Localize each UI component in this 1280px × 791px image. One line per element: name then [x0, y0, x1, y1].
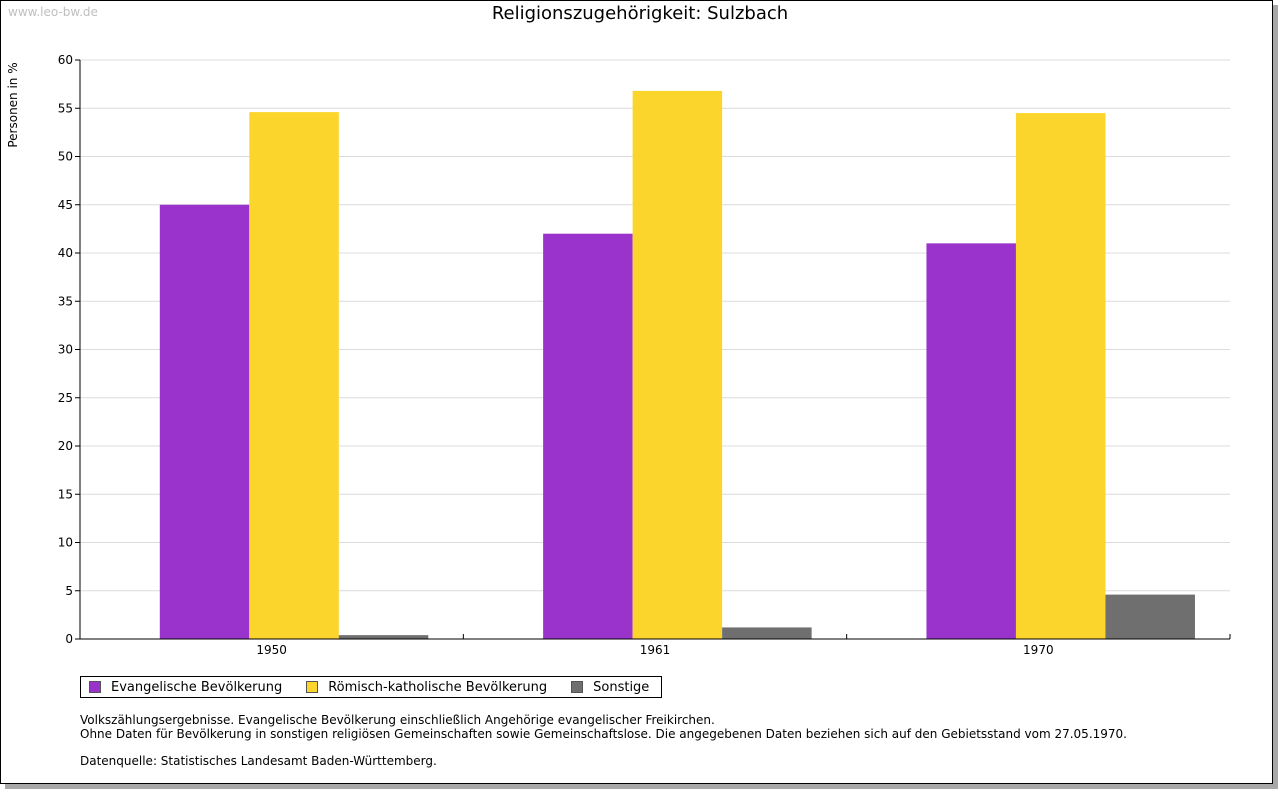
y-tick-label-20: 20: [58, 439, 73, 453]
y-tick-label-30: 30: [58, 343, 73, 357]
legend-item-evangelisch: Evangelische Bevölkerung: [89, 680, 282, 695]
y-tick-label-15: 15: [58, 487, 73, 501]
y-tick-label-40: 40: [58, 246, 73, 260]
bar-1970-series-2: [1105, 594, 1195, 639]
data-source: Datenquelle: Statistisches Landesamt Bad…: [80, 754, 437, 768]
bar-1950-series-0: [159, 204, 250, 639]
bar-1950-series-2: [338, 635, 429, 639]
legend-label-sonstige: Sonstige: [593, 679, 650, 695]
legend-swatch-katholisch: [306, 681, 319, 693]
legend: Evangelische Bevölkerung Römisch-katholi…: [80, 676, 663, 698]
note-line-2: Ohne Daten für Bevölkerung in sonstigen …: [80, 727, 1127, 741]
y-tick-label-55: 55: [58, 101, 73, 115]
x-tick-label-1950: 1950: [256, 643, 287, 657]
bar-1961-series-1: [632, 90, 723, 639]
y-tick-label-60: 60: [58, 53, 73, 67]
y-tick-label-25: 25: [58, 391, 73, 405]
y-tick-label-10: 10: [58, 536, 73, 550]
y-tick-label-5: 5: [65, 584, 73, 598]
chart-title: Religionszugehörigkeit: Sulzbach: [491, 3, 789, 24]
legend-swatch-sonstige: [571, 681, 584, 693]
y-tick-label-45: 45: [58, 198, 73, 212]
y-tick-label-0: 0: [65, 632, 73, 646]
legend-item-sonstige: Sonstige: [571, 680, 649, 695]
y-tick-label-50: 50: [58, 150, 73, 164]
legend-label-katholisch: Römisch-katholische Bevölkerung: [328, 679, 548, 695]
x-tick-label-1961: 1961: [640, 643, 671, 657]
y-tick-label-35: 35: [58, 294, 73, 308]
legend-item-katholisch: Römisch-katholische Bevölkerung: [306, 680, 547, 695]
bar-1961-series-0: [543, 233, 633, 639]
bar-1970-series-0: [926, 243, 1016, 639]
bar-1950-series-1: [249, 112, 339, 640]
bar-1970-series-1: [1015, 113, 1106, 639]
watermark: www.leo-bw.de: [8, 5, 98, 19]
legend-swatch-evangelisch: [89, 681, 101, 693]
bar-1961-series-2: [722, 627, 812, 639]
note-line-1: Volkszählungsergebnisse. Evangelische Be…: [80, 713, 715, 727]
notes: Volkszählungsergebnisse. Evangelische Be…: [80, 713, 1127, 768]
legend-label-evangelisch: Evangelische Bevölkerung: [111, 679, 283, 695]
x-tick-label-1970: 1970: [1023, 643, 1054, 657]
